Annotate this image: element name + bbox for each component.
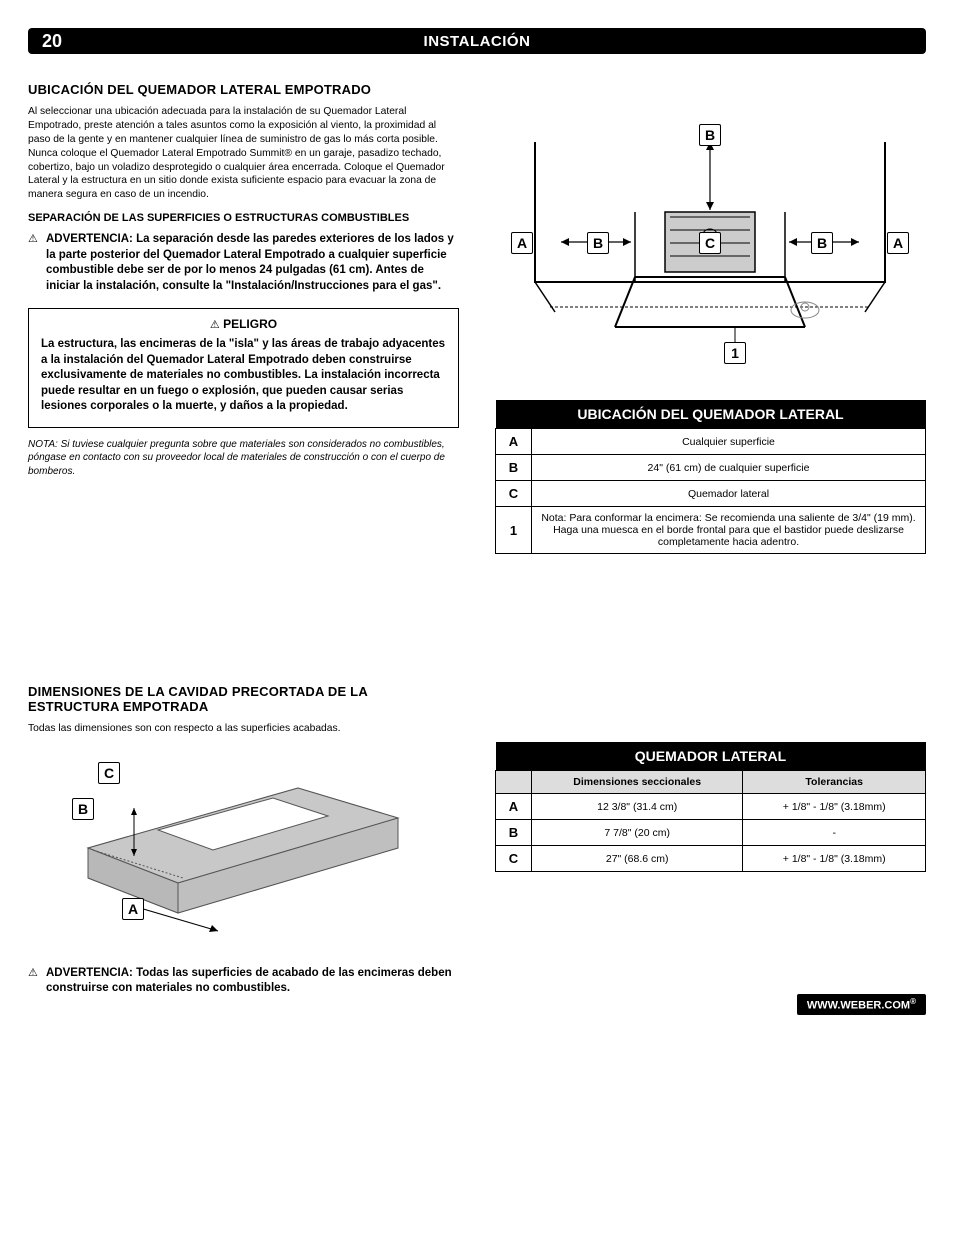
warning-surfaces-text: ADVERTENCIA: Todas las superficies de ac…	[46, 967, 452, 995]
label-B-top: B	[699, 124, 721, 146]
label-A-bot: A	[122, 898, 144, 920]
label-B-bot: B	[72, 798, 94, 820]
warning-icon: ⚠	[28, 232, 38, 247]
warning-text: ADVERTENCIA: La separación desde las par…	[46, 233, 454, 292]
diagram-location: B A B C B A 1	[495, 82, 926, 392]
diagram-cavity: C B A	[28, 748, 459, 958]
warning-separation: ⚠ ADVERTENCIA: La separación desde las p…	[28, 232, 459, 294]
section2-right: QUEMADOR LATERAL Dimensiones seccionales…	[495, 684, 926, 1011]
page-title: INSTALACIÓN	[424, 33, 531, 50]
dimensions-note: Todas las dimensiones son con respecto a…	[28, 722, 459, 736]
danger-box: ⚠ PELIGRO La estructura, las encimeras d…	[28, 308, 459, 428]
footer-url: WWW.WEBER.COM®	[797, 994, 926, 1015]
label-B-right: B	[811, 232, 833, 254]
label-C-center: C	[699, 232, 721, 254]
warning-surfaces: ⚠ ADVERTENCIA: Todas las superficies de …	[28, 966, 459, 997]
label-C-bot: C	[98, 762, 120, 784]
intro-paragraph: Al seleccionar una ubicación adecuada pa…	[28, 105, 459, 202]
left-column: UBICACIÓN DEL QUEMADOR LATERAL EMPOTRADO…	[28, 82, 459, 554]
label-A-right: A	[887, 232, 909, 254]
section-heading-dimensions: DIMENSIONES DE LA CAVIDAD PRECORTADA DE …	[28, 684, 459, 714]
section2-left: DIMENSIONES DE LA CAVIDAD PRECORTADA DE …	[28, 684, 459, 1011]
dimensions-table: QUEMADOR LATERAL Dimensiones seccionales…	[495, 742, 926, 872]
subheading-separation: SEPARACIÓN DE LAS SUPERFICIES O ESTRUCTU…	[28, 212, 459, 224]
label-A-left: A	[511, 232, 533, 254]
warning-icon: ⚠	[28, 966, 38, 981]
loc-table-title: UBICACIÓN DEL QUEMADOR LATERAL	[496, 400, 926, 429]
dim-table-title: QUEMADOR LATERAL	[496, 742, 926, 771]
header-bar: 20 INSTALACIÓN	[28, 28, 926, 54]
page-number: 20	[28, 31, 62, 52]
section-heading-location: UBICACIÓN DEL QUEMADOR LATERAL EMPOTRADO	[28, 82, 459, 97]
danger-body: La estructura, las encimeras de la "isla…	[41, 337, 446, 415]
label-1: 1	[724, 342, 746, 364]
right-column: B A B C B A 1 UBICACIÓN DEL QUEMADOR LAT…	[495, 82, 926, 554]
note-materials: NOTA: Si tuviese cualquier pregunta sobr…	[28, 438, 459, 479]
label-B-left: B	[587, 232, 609, 254]
danger-heading: ⚠ PELIGRO	[41, 317, 446, 331]
location-table: UBICACIÓN DEL QUEMADOR LATERAL ACualquie…	[495, 400, 926, 554]
